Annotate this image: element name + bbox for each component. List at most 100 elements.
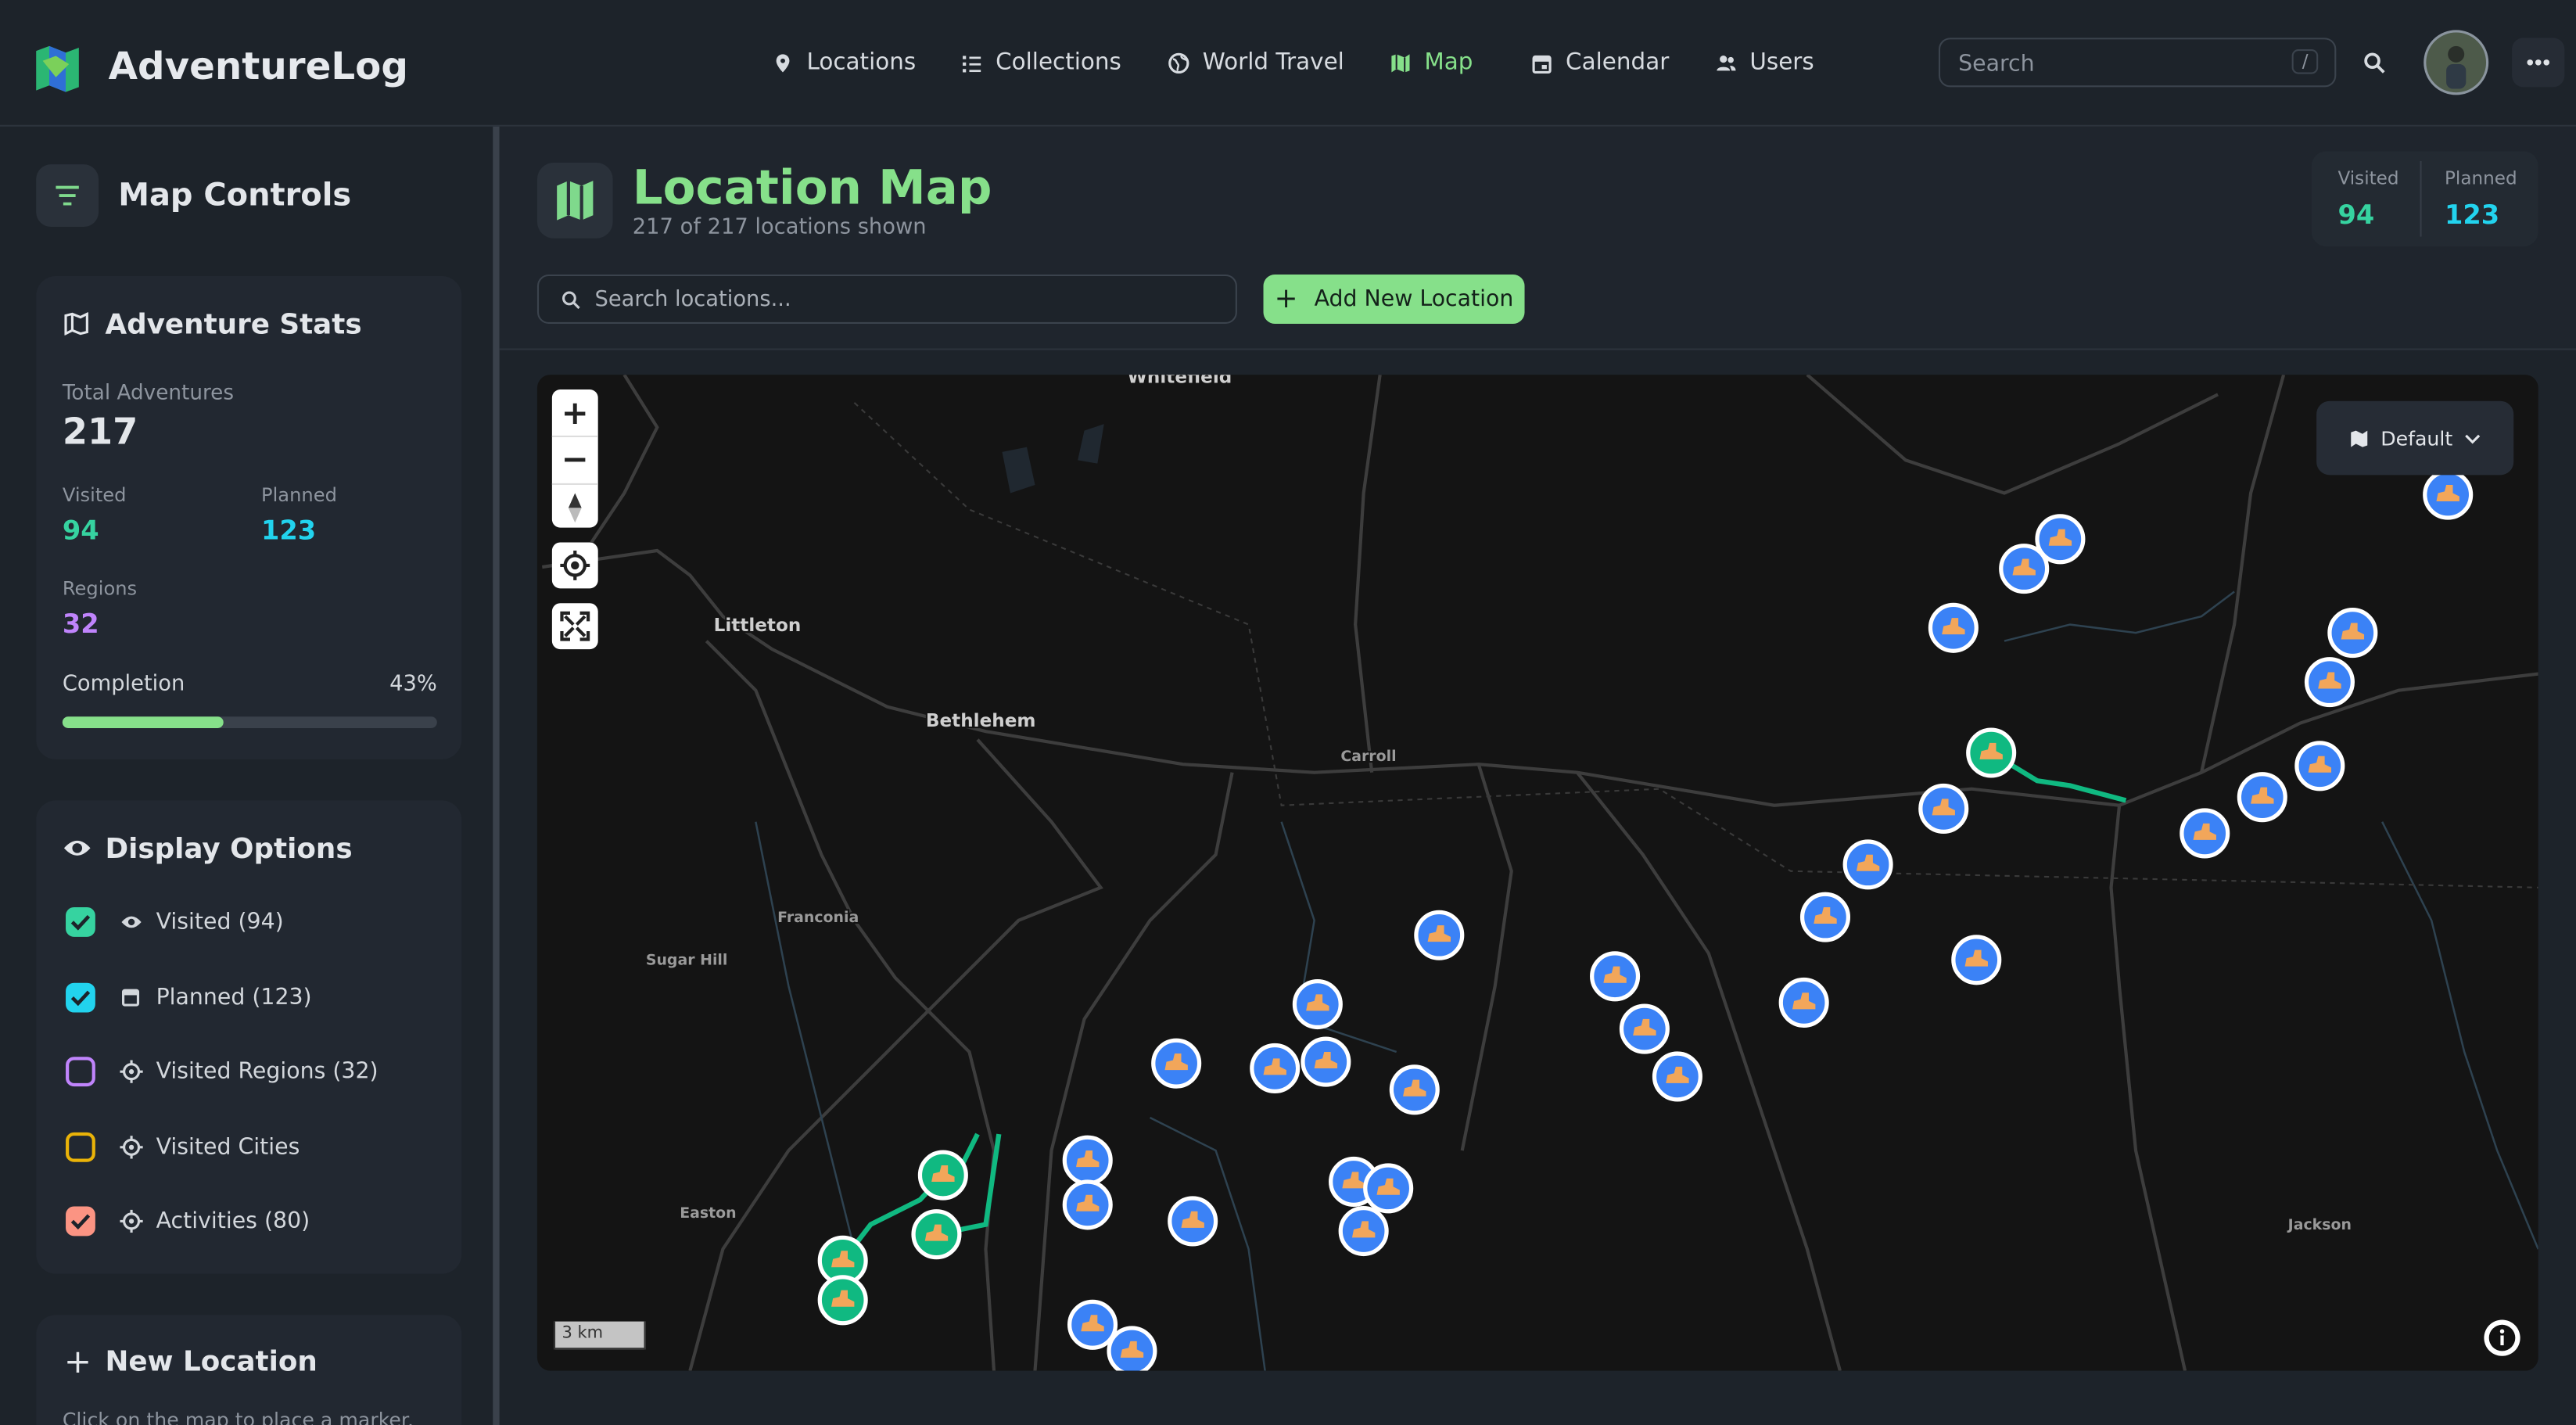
location-marker[interactable] bbox=[817, 1275, 868, 1326]
search-box[interactable]: Search / bbox=[1938, 38, 2337, 88]
marker-icon bbox=[1164, 1053, 1188, 1071]
decoration bbox=[120, 1060, 143, 1084]
location-marker[interactable] bbox=[1363, 1163, 1414, 1214]
decoration bbox=[963, 55, 967, 59]
location-marker[interactable] bbox=[1067, 1299, 1118, 1350]
location-marker[interactable] bbox=[1250, 1043, 1301, 1094]
geolocate[interactable] bbox=[551, 542, 598, 589]
location-marker[interactable] bbox=[1590, 951, 1641, 1002]
location-marker[interactable] bbox=[1151, 1038, 1202, 1089]
brand[interactable]: AdventureLog bbox=[108, 45, 408, 89]
location-marker[interactable] bbox=[1951, 935, 2002, 985]
display-option[interactable]: Visited Cities bbox=[66, 1132, 300, 1162]
location-marker[interactable] bbox=[1168, 1196, 1218, 1247]
avatar[interactable] bbox=[2424, 30, 2489, 95]
checkbox[interactable] bbox=[66, 1057, 95, 1087]
page-title: Location Map bbox=[632, 159, 992, 216]
location-marker[interactable] bbox=[917, 1150, 968, 1201]
decoration bbox=[123, 989, 138, 995]
display-option[interactable]: Activities (80) bbox=[66, 1207, 310, 1237]
location-marker[interactable] bbox=[911, 1209, 962, 1260]
location-marker[interactable] bbox=[1107, 1326, 1157, 1371]
header-visited-value: 94 bbox=[2337, 199, 2375, 231]
location-marker[interactable] bbox=[1778, 977, 1829, 1028]
search-button[interactable] bbox=[2364, 52, 2385, 74]
checkbox[interactable] bbox=[66, 982, 95, 1012]
total-label: Total Adventures bbox=[62, 379, 235, 404]
display-option[interactable]: Visited (94) bbox=[66, 907, 284, 937]
display-option[interactable]: Planned (123) bbox=[66, 982, 312, 1012]
attribution-button[interactable] bbox=[2484, 1319, 2520, 1356]
road bbox=[1354, 375, 1382, 773]
fullscreen[interactable] bbox=[551, 603, 598, 650]
location-marker[interactable] bbox=[1301, 1036, 1351, 1087]
location-marker[interactable] bbox=[2237, 772, 2287, 823]
map-icon bbox=[64, 312, 88, 336]
decoration bbox=[560, 551, 590, 580]
marker-icon bbox=[1403, 1079, 1426, 1097]
map-canvas: Whitefield Littleton Bethlehem Carroll Franc… bbox=[541, 375, 2538, 1371]
location-marker[interactable] bbox=[1799, 892, 1851, 942]
nav-link[interactable]: Users bbox=[1715, 49, 1814, 76]
marker-icon bbox=[1120, 1341, 1144, 1358]
checkbox[interactable] bbox=[66, 907, 95, 937]
marker-icon bbox=[1856, 854, 1880, 871]
location-search[interactable]: Search locations... bbox=[536, 274, 1237, 324]
location-marker[interactable] bbox=[1062, 1135, 1113, 1186]
decoration bbox=[56, 185, 79, 206]
location-marker[interactable] bbox=[1414, 910, 1465, 960]
location-marker[interactable] bbox=[2180, 808, 2230, 859]
nav-link[interactable]: Calendar bbox=[1531, 49, 1669, 76]
map-style-button[interactable]: Default bbox=[2316, 400, 2514, 476]
zoom-in[interactable]: + bbox=[561, 393, 589, 433]
marker-icon bbox=[1314, 1051, 1338, 1068]
location-marker[interactable] bbox=[1389, 1064, 1440, 1115]
location-marker[interactable] bbox=[1966, 727, 2017, 778]
zoom-out[interactable]: − bbox=[551, 435, 598, 483]
decoration bbox=[568, 493, 582, 508]
compass[interactable] bbox=[551, 483, 598, 529]
decoration bbox=[120, 1135, 143, 1159]
decoration bbox=[1717, 66, 1731, 70]
display-option[interactable]: Visited Regions (32) bbox=[66, 1057, 379, 1087]
nav-link[interactable]: Map bbox=[1390, 49, 1473, 76]
stream bbox=[1280, 821, 1397, 1053]
map[interactable]: Whitefield Littleton Bethlehem Carroll Franc… bbox=[536, 375, 2538, 1371]
location-marker[interactable] bbox=[1338, 1205, 1389, 1257]
decoration bbox=[72, 843, 83, 853]
location-marker[interactable] bbox=[2327, 608, 2378, 659]
nav-link[interactable]: Collections bbox=[961, 49, 1121, 76]
decoration bbox=[572, 301, 580, 310]
decoration bbox=[1727, 56, 1734, 63]
marker-icon bbox=[1603, 966, 1627, 983]
add-location-button[interactable]: + Add New Location bbox=[1263, 274, 1525, 324]
nav-link[interactable]: Locations bbox=[772, 49, 916, 76]
place-label: Jackson bbox=[2287, 1216, 2352, 1233]
completion-track bbox=[62, 716, 437, 728]
road bbox=[1576, 771, 1842, 1371]
location-marker[interactable] bbox=[1619, 1003, 1670, 1054]
location-marker[interactable] bbox=[1652, 1051, 1702, 1102]
decoration bbox=[2527, 59, 2534, 66]
checkbox[interactable] bbox=[66, 1132, 95, 1162]
location-marker[interactable] bbox=[2423, 469, 2474, 520]
nav-link[interactable]: World Travel bbox=[1168, 49, 1344, 76]
location-marker[interactable] bbox=[1842, 839, 1893, 890]
location-marker[interactable] bbox=[1062, 1179, 1113, 1230]
decoration bbox=[2543, 59, 2550, 66]
location-marker[interactable] bbox=[1918, 783, 1969, 834]
menu-button[interactable] bbox=[2512, 38, 2565, 88]
location-marker[interactable] bbox=[2294, 741, 2345, 791]
location-marker[interactable] bbox=[2035, 514, 2086, 565]
sidebar-title: Map Controls bbox=[118, 177, 352, 214]
nav-label: Users bbox=[1749, 49, 1814, 76]
stats-title: Adventure Stats bbox=[105, 309, 362, 343]
checkbox[interactable] bbox=[66, 1207, 95, 1237]
location-marker[interactable] bbox=[1292, 978, 1343, 1030]
location-marker[interactable] bbox=[1999, 544, 2050, 594]
header-visited-label: Visited bbox=[2337, 167, 2399, 189]
location-marker[interactable] bbox=[2304, 657, 2355, 708]
marker-icon bbox=[1263, 1058, 1286, 1075]
option-label: Visited Cities bbox=[156, 1133, 300, 1161]
location-marker[interactable] bbox=[1928, 602, 1979, 653]
